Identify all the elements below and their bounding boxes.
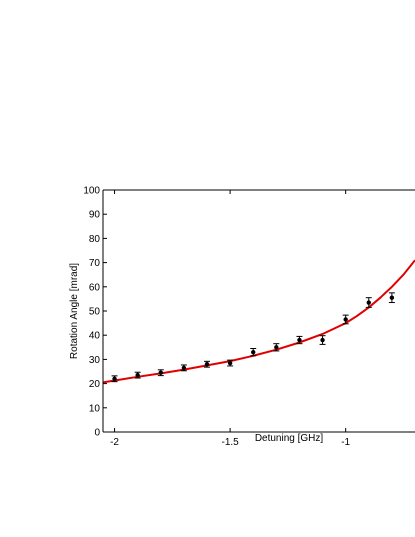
data-marker [181, 365, 187, 371]
data-marker [227, 360, 233, 366]
data-point [388, 292, 395, 304]
data-marker [204, 362, 210, 367]
data-points-layer [111, 292, 395, 383]
data-marker [135, 372, 140, 378]
x-tick-label: -1.5 [221, 437, 239, 448]
data-marker [274, 345, 279, 350]
y-tick-label: 60 [89, 282, 101, 293]
data-point [157, 369, 164, 377]
y-axis-label: Rotation Angle [mrad] [69, 263, 80, 359]
data-marker [343, 317, 348, 322]
data-point [342, 314, 349, 325]
y-tick-label: 10 [89, 403, 101, 414]
y-tick-label: 90 [89, 210, 101, 221]
y-tick-label: 70 [89, 258, 101, 269]
y-tick-label: 20 [89, 379, 101, 390]
y-tick-label: 30 [89, 355, 101, 366]
y-tick-label: 80 [89, 234, 101, 245]
fit-curve [102, 259, 415, 384]
axes-layer: 0 10 20 30 40 50 60 70 80 90 100 -2 -1.5 -1 [83, 186, 415, 448]
fit-curve-layer [102, 259, 415, 384]
data-point [250, 348, 257, 357]
data-point [204, 360, 210, 368]
x-axis-label: Detuning [GHz] [255, 433, 324, 444]
data-point [273, 343, 280, 352]
data-point [227, 359, 234, 367]
y-tick-label: 50 [89, 307, 101, 318]
data-marker [251, 349, 256, 355]
data-point [319, 335, 326, 345]
data-marker [366, 300, 371, 305]
y-tick-label: 40 [89, 331, 101, 342]
data-point [180, 364, 187, 372]
data-point [365, 297, 372, 308]
data-point [296, 335, 303, 345]
data-point [134, 371, 141, 379]
y-tick-label: 0 [94, 428, 100, 439]
x-tick-label: -1 [341, 437, 350, 448]
data-point [111, 375, 118, 383]
data-marker [389, 295, 395, 300]
x-tick-label: -2 [110, 437, 119, 448]
y-tick-label: 100 [83, 186, 100, 197]
data-marker [112, 376, 117, 381]
data-marker [158, 370, 163, 375]
data-marker [297, 337, 302, 343]
data-marker [320, 337, 325, 343]
